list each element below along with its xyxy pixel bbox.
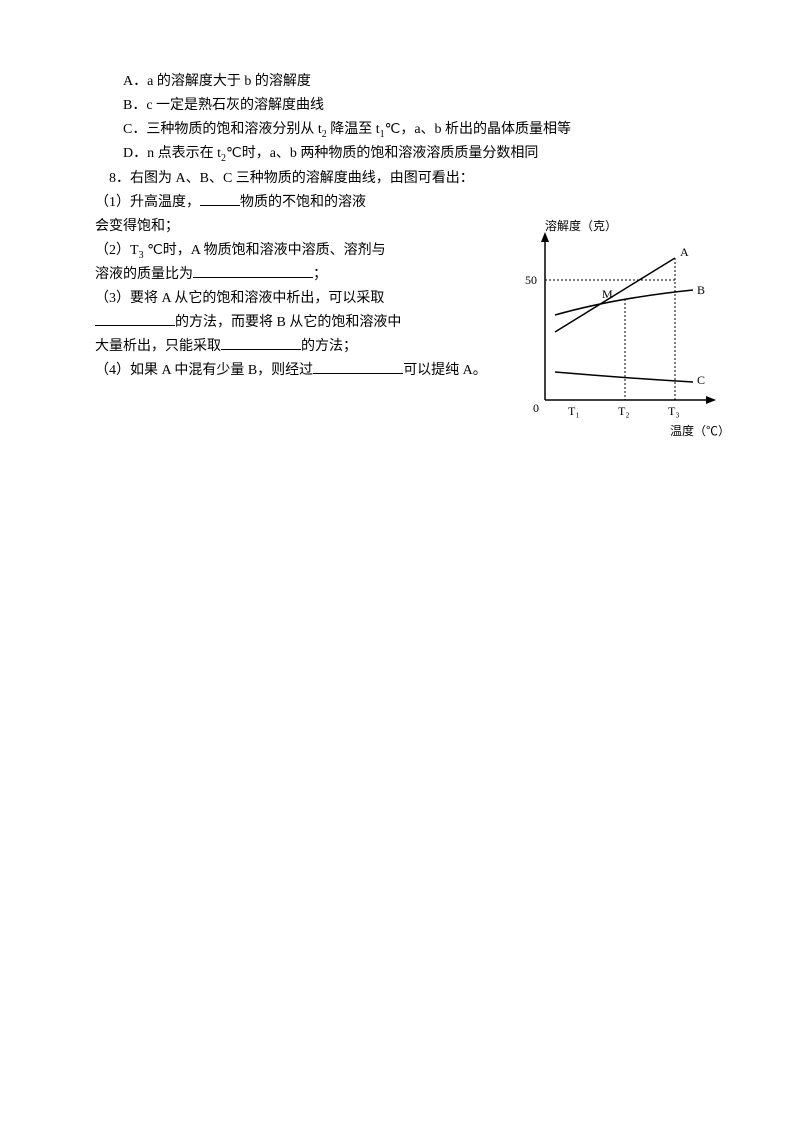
y-tick-50: 50	[525, 273, 537, 287]
option-a: A．a 的溶解度大于 b 的溶解度	[95, 70, 705, 94]
option-d: D．n 点表示在 t2℃时，a、b 两种物质的饱和溶液溶质质量分数相同	[95, 142, 705, 167]
text: 物质的不饱和的溶液	[240, 195, 366, 210]
text: D．n 点表示在 t	[123, 146, 221, 161]
text: 降温至 t	[327, 122, 380, 137]
solubility-chart: 溶解度（克） 50 0 A B C M T₁ T₂ T₃ 温度（℃）	[505, 210, 765, 450]
text: 的方法，而要将 B 从它的饱和溶液中	[175, 315, 401, 330]
text: ℃时，a、b 两种物质的饱和溶液溶质质量分数相同	[226, 146, 538, 161]
text: ℃，a、b 析出的晶体质量相等	[385, 122, 571, 137]
curve-a-label: A	[680, 245, 689, 259]
x-tick-t2: T₂	[618, 404, 630, 418]
q8-p2-line1: （2）T3 ℃时，A 物质饱和溶液中溶质、溶剂与	[95, 239, 455, 264]
text: 溶液的质量比为	[95, 267, 193, 282]
blank-fill[interactable]	[221, 349, 301, 350]
x-axis-arrow	[706, 396, 716, 404]
q8-p1-line2: 会变得饱和；	[95, 215, 455, 239]
q8-p3-line1: （3）要将 A 从它的饱和溶液中析出，可以采取	[95, 287, 455, 311]
curve-b-label: B	[697, 283, 705, 297]
x-tick-t3: T₃	[668, 404, 680, 418]
x-tick-t1: T₁	[568, 404, 580, 418]
text: 的方法；	[301, 339, 357, 354]
q8-p2-line2: 溶液的质量比为 ；	[95, 263, 455, 287]
text: C．三种物质的饱和溶液分别从 t	[123, 122, 322, 137]
y-tick-0: 0	[533, 401, 539, 415]
curve-b	[555, 290, 693, 315]
text: （2）T	[95, 243, 139, 258]
option-c: C．三种物质的饱和溶液分别从 t2 降温至 t1℃，a、b 析出的晶体质量相等	[95, 118, 705, 143]
blank-fill[interactable]	[95, 325, 175, 326]
blank-fill[interactable]	[193, 277, 313, 278]
blank-fill[interactable]	[200, 205, 240, 206]
text: ℃时，A 物质饱和溶液中溶质、溶剂与	[144, 243, 386, 258]
curve-c	[555, 372, 693, 382]
x-axis-label: 温度（℃）	[670, 423, 730, 438]
q8-p3-line2: 的方法，而要将 B 从它的饱和溶液中	[95, 311, 455, 335]
text: （4）如果 A 中混有少量 B，则经过	[95, 363, 313, 378]
y-axis-arrow	[541, 232, 549, 242]
q8-p4: （4）如果 A 中混有少量 B，则经过可以提纯 A。	[95, 359, 455, 383]
text: 可以提纯 A。	[403, 363, 487, 378]
q8-p1-line1: （1）升高温度， 物质的不饱和的溶液	[95, 191, 455, 215]
option-b: B．c 一定是熟石灰的溶解度曲线	[95, 94, 705, 118]
text: ；	[313, 267, 327, 282]
text: （1）升高温度，	[95, 195, 200, 210]
blank-fill[interactable]	[313, 373, 403, 374]
text: 大量析出，只能采取	[95, 339, 221, 354]
y-axis-label: 溶解度（克）	[545, 218, 617, 233]
point-m-label: M	[602, 287, 613, 301]
q8-intro: 8．右图为 A、B、C 三种物质的溶解度曲线，由图可看出：	[95, 167, 705, 191]
curve-c-label: C	[697, 373, 705, 387]
q8-p3-line3: 大量析出，只能采取 的方法；	[95, 335, 455, 359]
